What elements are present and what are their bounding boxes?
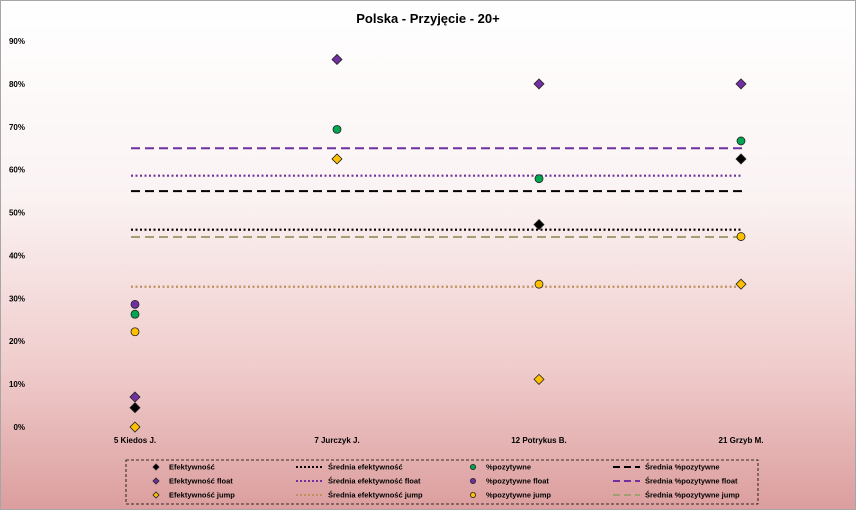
y-tick-label: 10% (9, 380, 25, 389)
x-tick-label: 12 Potrykus B. (511, 436, 567, 445)
legend-label: Średnia efektywność float (328, 477, 421, 486)
point-pct-pozytywne (130, 309, 140, 319)
y-tick-label: 0% (13, 423, 25, 432)
legend-item-efektywność-float: Efektywność float (152, 477, 233, 486)
legend-marker-efektywność-float (152, 477, 160, 485)
point-pct-pozytywne-float (130, 299, 140, 309)
y-tick-label: 30% (9, 294, 25, 303)
legend-label: Efektywność float (169, 477, 233, 486)
legend: Efektywność Średnia efektywność %pozytywne… (125, 459, 759, 505)
data-points (129, 53, 747, 433)
point-efektywność-jump (735, 278, 747, 290)
x-tick-label: 21 Grzyb M. (719, 436, 764, 445)
y-tick-label: 20% (9, 337, 25, 346)
legend-label: %pozytywne jump (486, 491, 551, 500)
y-tick-label: 50% (9, 209, 25, 218)
point-efektywność-float (735, 78, 747, 90)
legend-item-średnia-pct-pozytywne-jump: Średnia %pozytywne jump (613, 491, 740, 500)
legend-marker-pct-pozytywne-jump (469, 491, 476, 498)
x-axis: 5 Kiedos J. 7 Jurczyk J. 12 Potrykus B. 21 … (114, 436, 764, 445)
legend-marker-efektywność (152, 463, 160, 471)
point-efektywność-jump (331, 153, 343, 165)
point-pct-pozytywne-jump (130, 327, 140, 337)
legend-label: %pozytywne float (486, 477, 549, 486)
legend-label: Średnia efektywność jump (328, 491, 423, 500)
point-pct-pozytywne (332, 124, 342, 134)
average-lines (131, 147, 743, 288)
legend-marker-efektywność-jump (152, 491, 160, 499)
legend-item-efektywność-jump: Efektywność jump (152, 491, 235, 500)
x-tick-label: 5 Kiedos J. (114, 436, 156, 445)
point-efektywność (533, 218, 545, 231)
chart-title: Polska - Przyjęcie - 20+ (356, 11, 500, 26)
point-efektywność-float (533, 78, 545, 90)
y-tick-label: 70% (9, 123, 25, 132)
y-tick-label: 60% (9, 166, 25, 175)
legend-item-średnia-efektywność: Średnia efektywność (296, 463, 403, 472)
y-tick-label: 40% (9, 251, 25, 260)
point-efektywność (129, 402, 141, 414)
legend-item-średnia-pct-pozytywne-float: Średnia %pozytywne float (613, 477, 738, 486)
point-efektywność-jump (129, 421, 141, 433)
legend-box (125, 459, 759, 505)
y-axis: 0% 10% 20% 30% 40% 50% 60% 70% 80% 90% (9, 37, 25, 432)
point-efektywność-jump (533, 373, 545, 385)
legend-label: %pozytywne (486, 463, 531, 472)
legend-label: Średnia %pozytywne (645, 463, 720, 472)
point-pct-pozytywne-jump (534, 279, 544, 289)
legend-item-średnia-pct-pozytywne: Średnia %pozytywne (613, 463, 720, 472)
legend-item-średnia-efektywność-float: Średnia efektywność float (296, 477, 421, 486)
y-tick-label: 80% (9, 80, 25, 89)
point-efektywność (735, 153, 747, 165)
point-pct-pozytywne (534, 174, 544, 184)
legend-item-średnia-efektywność-jump: Średnia efektywność jump (296, 491, 423, 500)
legend-label: Efektywność jump (169, 491, 235, 500)
x-tick-label: 7 Jurczyk J. (314, 436, 359, 445)
point-pct-pozytywne (736, 136, 746, 146)
legend-label: Efektywność (169, 463, 215, 472)
legend-item-pct-pozytywne-float: %pozytywne float (469, 477, 549, 486)
point-pct-pozytywne-jump (736, 232, 746, 241)
legend-item-pct-pozytywne-jump: %pozytywne jump (469, 491, 551, 500)
point-efektywność-float (331, 53, 343, 66)
point-efektywność-float (129, 391, 141, 403)
y-tick-label: 90% (9, 37, 25, 46)
legend-marker-pct-pozytywne (469, 463, 476, 470)
legend-marker-pct-pozytywne-float (469, 477, 476, 484)
legend-item-efektywność: Efektywność (152, 463, 215, 472)
legend-label: Średnia efektywność (328, 463, 403, 472)
legend-item-pct-pozytywne: %pozytywne (469, 463, 531, 472)
legend-label: Średnia %pozytywne float (645, 477, 738, 486)
legend-label: Średnia %pozytywne jump (645, 491, 740, 500)
